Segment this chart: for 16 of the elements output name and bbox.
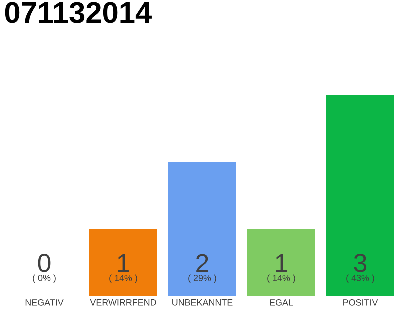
data-label: 1 xyxy=(118,254,130,272)
chart-title: 071132014 xyxy=(5,2,152,24)
annotation: ( 14% ) xyxy=(268,274,296,284)
data-label: 2 xyxy=(196,254,208,272)
x-tick-label: VERWIRRFEND xyxy=(90,300,156,306)
annotation: ( 43% ) xyxy=(346,274,374,284)
x-tick-label: POSITIV xyxy=(344,300,378,306)
x-tick-label: EGAL xyxy=(270,300,294,306)
x-tick-label: NEGATIV xyxy=(26,300,64,306)
data-label: 3 xyxy=(354,254,367,272)
data-label: 1 xyxy=(276,254,288,272)
annotation: ( 0% ) xyxy=(33,274,56,284)
annotation: ( 14% ) xyxy=(110,274,138,284)
data-label: 0 xyxy=(38,254,51,272)
x-tick-label: UNBEKANNTE xyxy=(172,300,233,306)
annotation: ( 29% ) xyxy=(188,274,216,284)
